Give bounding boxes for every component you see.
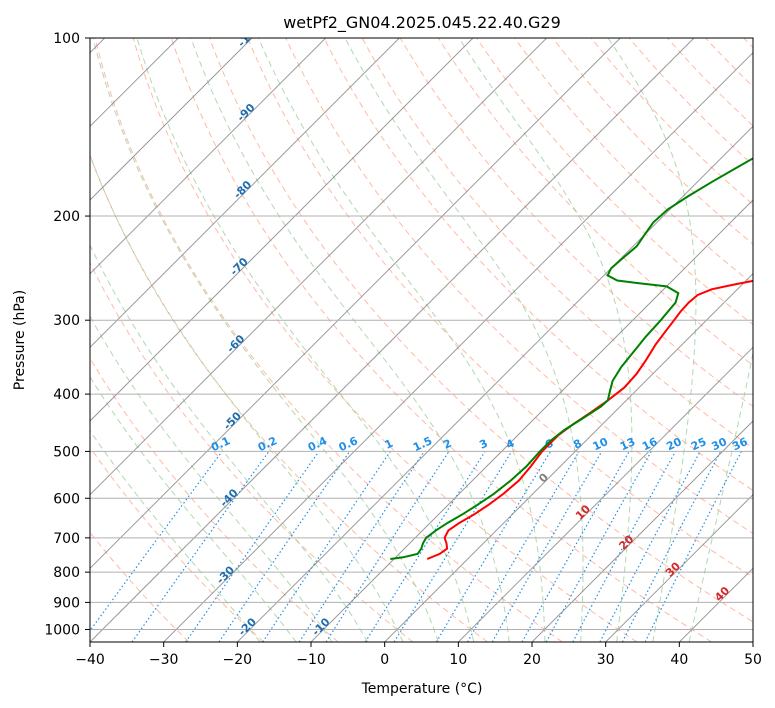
x-tick-label: −20: [223, 652, 253, 668]
isotherm: [90, 38, 695, 642]
mixing-ratio-line: [521, 451, 630, 642]
mixing-ratio-label: 16: [640, 435, 660, 453]
isotherm: [90, 38, 253, 201]
plot-frame: [89, 37, 754, 643]
y-tick-label: 1000: [44, 622, 80, 638]
isotherm: [163, 51, 753, 642]
x-tick-label: 50: [744, 652, 762, 668]
x-tick-label: 20: [523, 652, 541, 668]
x-tick-label: −40: [75, 652, 105, 668]
x-tick-label: −30: [149, 652, 179, 668]
x-tick-label: −10: [296, 652, 326, 668]
dry-adiabat: [628, 38, 753, 166]
mixing-ratio-line: [491, 451, 603, 642]
temperature-line: [426, 279, 753, 560]
isotherm: [752, 641, 753, 642]
dry-adiabat: [323, 38, 753, 492]
y-tick-label: 100: [53, 31, 80, 47]
y-tick-label: 200: [53, 209, 80, 225]
mixing-ratio-line: [393, 451, 513, 642]
mixing-ratio-label: 13: [618, 435, 637, 453]
dry-adiabat: [590, 38, 753, 206]
isotherm: [457, 346, 753, 642]
moist-adiabat: [136, 38, 475, 642]
x-tick-label: 30: [597, 652, 615, 668]
dry-adiabat: [209, 38, 753, 623]
dry-adiabat: [132, 38, 638, 642]
axis-ticks: −40 −30 −20 −10 0 10 20 30 40 50 100 200 300 400 500 60…: [44, 31, 762, 668]
isotherm: [236, 125, 753, 642]
moist-adiabat: [344, 38, 584, 642]
isotherm: [90, 38, 548, 496]
x-axis-label: Temperature (°C): [361, 681, 483, 697]
mixing-ratio-label: 30: [710, 435, 730, 453]
isotherm: [310, 199, 753, 642]
y-tick-label: 900: [53, 595, 80, 611]
mixing-ratio-label: 20: [664, 435, 684, 453]
dry-adiabat: [514, 38, 753, 285]
x-tick-label: 0: [380, 652, 389, 668]
mixing-ratio-label: 10: [591, 435, 611, 453]
profile-lines: [390, 157, 753, 560]
moist-adiabat: [90, 243, 369, 642]
dry-adiabat: [247, 38, 753, 578]
moist-adiabat: [190, 38, 510, 642]
y-tick-label: 300: [53, 313, 80, 329]
moist-adiabat: [90, 429, 261, 642]
y-tick-label: 400: [53, 387, 80, 403]
x-tick-label: 40: [670, 652, 688, 668]
mixing-ratio-line: [572, 451, 677, 642]
dry-adiabat: [476, 38, 753, 326]
moist-adiabat: [688, 350, 753, 642]
moist-adiabat: [458, 38, 633, 642]
dry-adiabat: [399, 38, 753, 408]
y-tick-label: 600: [53, 491, 80, 507]
mixing-ratio-line: [435, 451, 552, 642]
mixing-ratio-line: [364, 451, 486, 642]
isotherm: [90, 38, 400, 349]
isotherm: [90, 38, 474, 422]
moist-adiabat: [607, 38, 697, 642]
dry-adiabat: [170, 38, 712, 642]
background-lines: [90, 38, 753, 642]
chart-title: wetPf2_GN04.2025.045.22.40.G29: [283, 13, 561, 33]
moist-adiabat: [257, 38, 546, 642]
isotherm: [531, 420, 753, 642]
plot-background: [90, 38, 753, 642]
dewpoint-line: [390, 157, 753, 560]
mixing-ratio-line: [325, 451, 450, 642]
y-tick-label: 800: [53, 565, 80, 581]
mixing-ratio-line: [90, 451, 223, 632]
y-tick-label: 700: [53, 531, 80, 547]
adiabat-label: -100: [235, 21, 264, 50]
mixing-ratio-line: [218, 451, 351, 642]
y-axis-label: Pressure (hPa): [12, 290, 28, 390]
mixing-ratio-line: [545, 451, 652, 642]
mixing-ratio-label: 36: [730, 435, 750, 453]
moist-adiabat: [90, 375, 297, 642]
dry-adiabat: [94, 38, 563, 642]
moist-adiabat: [92, 38, 439, 642]
mixing-ratio-line: [466, 451, 580, 642]
isotherm: [90, 38, 621, 570]
moist-adiabat: [90, 154, 404, 642]
mixing-ratio-label: 25: [689, 435, 708, 453]
isotherm: [90, 38, 327, 275]
mixing-ratio-line: [131, 451, 270, 642]
isotherm: [384, 272, 753, 642]
dry-adiabat: [90, 446, 264, 642]
y-tick-label: 500: [53, 444, 80, 460]
isotherm: [605, 493, 753, 642]
x-tick-label: 10: [449, 652, 467, 668]
